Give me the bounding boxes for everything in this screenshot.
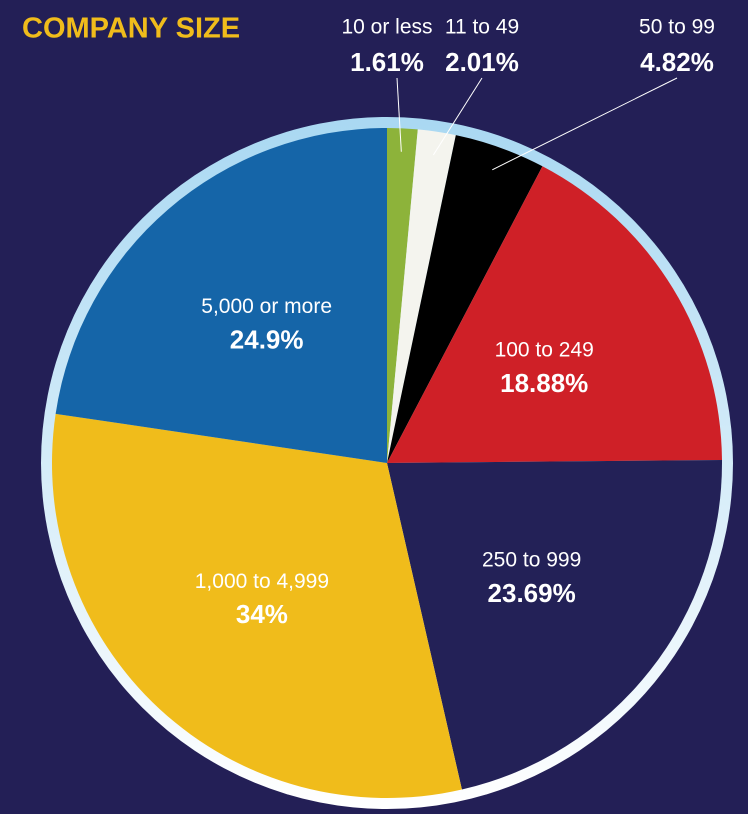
- slice-category: 250 to 999: [482, 549, 581, 572]
- slice-category: 100 to 249: [495, 338, 594, 361]
- slice-category: 1,000 to 4,999: [195, 570, 329, 593]
- slice-category: 11 to 49: [445, 16, 519, 39]
- pie-slice: [387, 459, 722, 790]
- slice-category: 10 or less: [341, 16, 432, 39]
- slice-category: 5,000 or more: [201, 295, 332, 318]
- pie-slice: [387, 135, 543, 463]
- pie-slice: [51, 413, 462, 798]
- slice-value: 18.88%: [500, 368, 588, 398]
- slice-category: 50 to 99: [639, 16, 715, 39]
- chart-title: COMPANY SIZE: [22, 13, 240, 45]
- slice-value: 2.01%: [445, 47, 519, 77]
- leader-line: [396, 77, 402, 152]
- slice-value: 4.82%: [640, 47, 714, 77]
- slice-value: 34%: [236, 599, 288, 629]
- pie-slice: [387, 129, 456, 463]
- slice-value: 23.69%: [488, 578, 576, 608]
- leader-line: [432, 77, 483, 156]
- leader-line: [492, 77, 678, 171]
- pie-slice: [55, 128, 388, 463]
- pie-slice: [387, 128, 418, 463]
- slice-value: 24.9%: [230, 324, 304, 354]
- slice-value: 1.61%: [350, 47, 424, 77]
- pie-slice: [387, 166, 722, 464]
